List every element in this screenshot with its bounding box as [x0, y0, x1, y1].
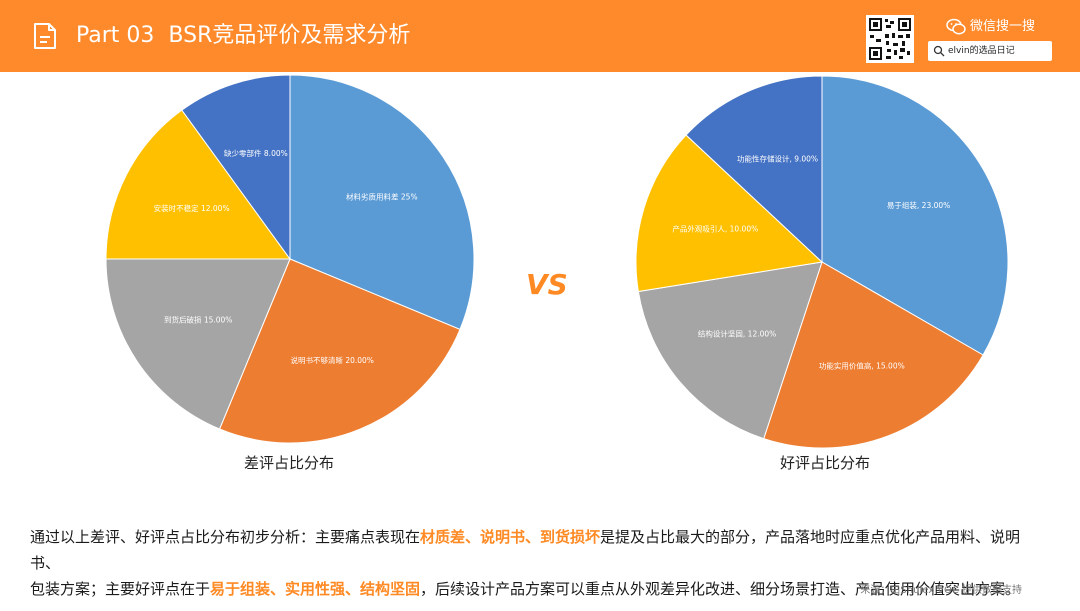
negative-pie-slice-0: [289, 74, 475, 331]
source-note: 来源：由Shulex VOC 提供数据支持: [860, 585, 1022, 596]
analysis-summary: 通过以上差评、好评点占比分布初步分析：主要痛点表现在材质差、说明书、到货损坏是提…: [30, 524, 1050, 602]
positive-pie-label-3: 产品外观吸引人, 10.00%: [672, 224, 758, 234]
positive-pie-label-2: 结构设计坚固, 12.00%: [698, 328, 776, 338]
positive-pie-slice-1: [763, 261, 984, 449]
wechat-icon: [946, 18, 966, 35]
summary-text: ，后续设计产品方案可以重点从外观差异化改进、细分场景打造、产品使用价值突出方案。: [420, 580, 1021, 598]
title-text: BSR竞品评价及需求分析: [168, 23, 411, 48]
search-icon: [933, 45, 945, 57]
negative-pie-slice-2: [105, 258, 291, 430]
search-text: elvin的选品日记: [948, 46, 1015, 56]
vs-label: VS: [526, 268, 568, 301]
positive-chart-caption: 好评占比分布: [780, 454, 871, 472]
positive-pie-label-4: 功能性存储设计, 9.00%: [737, 154, 818, 164]
negative-chart-caption: 差评占比分布: [244, 454, 335, 472]
negative-pie-label-3: 安装时不稳定 12.00%: [154, 203, 230, 213]
negative-pie-label-2: 到货后破损 15.00%: [164, 314, 232, 324]
qr-code-icon[interactable]: [866, 15, 914, 63]
positive-pie-label-0: 易于组装, 23.00%: [887, 200, 950, 210]
summary-text: 包装方案；主要好评点在于: [30, 580, 211, 598]
document-icon: [34, 23, 56, 49]
positive-pie-slice-0: [821, 75, 1009, 356]
summary-highlight: 易于组装、实用性强、结构坚固: [210, 580, 421, 598]
part-number: Part 03: [76, 23, 155, 48]
negative-pie-label-4: 缺少零部件 8.00%: [224, 148, 288, 158]
search-box[interactable]: elvin的选品日记: [928, 41, 1052, 61]
page-title: Part 03 BSR竞品评价及需求分析: [76, 20, 410, 52]
negative-pie-slice-3: [105, 109, 291, 260]
negative-pie-slice-4: [181, 74, 291, 261]
negative-pie-label-1: 说明书不够清晰 20.00%: [290, 355, 373, 365]
summary-highlight: 材质差、说明书、到货损坏: [420, 528, 601, 546]
pie-charts: 材料劣质用料差 25% 说明书不够清晰 20.00% 到货后破损 15.00% 安装时…: [105, 74, 1009, 449]
summary-text: 通过以上差评、好评点占比分布初步分析：主要痛点表现在: [30, 528, 421, 546]
positive-pie-slice-3: [635, 134, 824, 293]
summary-text: 是提及占比最大的部分，产品落地时应重点优化产品用料、说明书、: [30, 528, 1021, 572]
negative-pie-slice-1: [218, 258, 461, 444]
positive-pie-slice-4: [685, 75, 823, 264]
negative-pie-label-0: 材料劣质用料差 25%: [346, 192, 418, 202]
header-bar: Part 03 BSR竞品评价及需求分析 微信搜一搜 elvin的选品日记: [0, 0, 1080, 72]
wechat-label: 微信搜一搜: [970, 19, 1036, 34]
positive-pie-slice-2: [637, 261, 823, 440]
positive-pie-label-1: 功能实用价值高, 15.00%: [819, 360, 905, 370]
